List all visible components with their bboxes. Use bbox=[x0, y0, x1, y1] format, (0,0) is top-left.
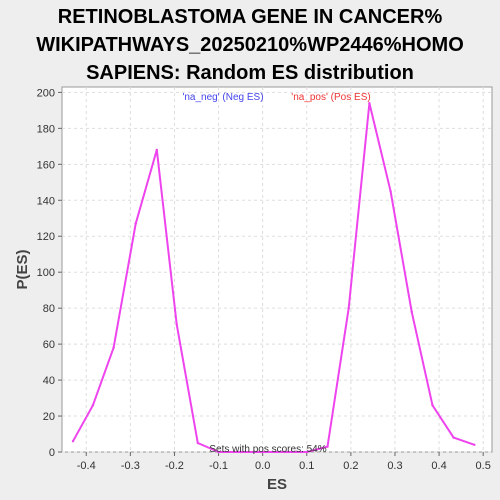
data-point bbox=[261, 450, 264, 454]
data-point bbox=[239, 450, 242, 454]
chart-title: RETINOBLASTOMA GENE IN CANCER% WIKIPATHW… bbox=[0, 3, 500, 87]
x-tick-label: -0.2 bbox=[165, 460, 184, 472]
y-tick-label: 80 bbox=[43, 303, 55, 315]
data-point bbox=[305, 450, 308, 454]
y-tick-label: 0 bbox=[49, 447, 55, 459]
data-point bbox=[196, 441, 200, 445]
y-tick-label: 40 bbox=[43, 375, 55, 387]
y-tick-label: 160 bbox=[37, 159, 55, 171]
x-tick-label: -0.1 bbox=[209, 460, 228, 472]
data-point bbox=[217, 450, 220, 454]
data-point bbox=[283, 450, 286, 454]
chart-title-line-2: WIKIPATHWAYS_20250210%WP2446%HOMO bbox=[36, 34, 464, 56]
x-tick-label: 0.3 bbox=[387, 460, 402, 472]
y-tick-label: 60 bbox=[43, 339, 55, 351]
legend: 'na_neg' (Neg ES) 'na_pos' (Pos ES) bbox=[182, 92, 370, 103]
x-tick-label: 0.0 bbox=[255, 460, 270, 472]
data-point bbox=[389, 190, 392, 193]
data-point bbox=[326, 445, 329, 448]
grid-lines bbox=[62, 87, 492, 453]
x-tick-label: 0.2 bbox=[343, 460, 358, 472]
series-group bbox=[71, 101, 476, 454]
y-tick-label: 20 bbox=[43, 411, 55, 423]
y-tick-label: 200 bbox=[37, 87, 55, 99]
x-tick-label: -0.4 bbox=[77, 460, 96, 472]
legend-entry: 'na_pos' (Pos ES) bbox=[291, 92, 370, 103]
plot-area bbox=[61, 86, 493, 453]
data-point bbox=[473, 443, 476, 447]
data-point bbox=[431, 404, 434, 407]
data-point bbox=[347, 306, 350, 310]
y-tick-label: 140 bbox=[37, 195, 55, 207]
data-point bbox=[134, 222, 137, 225]
x-axis-label: ES bbox=[267, 476, 287, 493]
axes: -0.4 -0.3 -0.2 -0.1 0.0 0.1 0.2 0.3 0.4 0.5 0 20 40 6… bbox=[37, 87, 491, 472]
data-point bbox=[175, 323, 178, 326]
chart-title-line-3: SAPIENS: Random ES distribution bbox=[86, 62, 414, 84]
pos-scores-annotation: Sets with pos scores: 54% bbox=[209, 444, 326, 455]
x-tick-label: -0.3 bbox=[121, 460, 140, 472]
y-tick-label: 120 bbox=[37, 231, 55, 243]
y-tick-label: 180 bbox=[37, 123, 55, 135]
data-point bbox=[91, 404, 95, 407]
data-point bbox=[410, 310, 413, 313]
y-tick-label: 100 bbox=[37, 267, 55, 279]
data-point bbox=[112, 346, 115, 349]
data-point bbox=[155, 148, 159, 152]
data-point bbox=[71, 440, 75, 443]
y-axis-label: P(ES) bbox=[14, 249, 31, 289]
x-tick-label: 0.1 bbox=[299, 460, 314, 472]
legend-entry: 'na_neg' (Neg ES) bbox=[182, 92, 263, 103]
es-distribution-line bbox=[72, 102, 475, 453]
data-point bbox=[452, 436, 455, 439]
chart-title-line-1: RETINOBLASTOMA GENE IN CANCER% bbox=[57, 6, 443, 28]
x-tick-label: 0.4 bbox=[431, 460, 446, 472]
x-tick-label: 0.5 bbox=[476, 460, 491, 472]
data-point bbox=[368, 101, 371, 105]
